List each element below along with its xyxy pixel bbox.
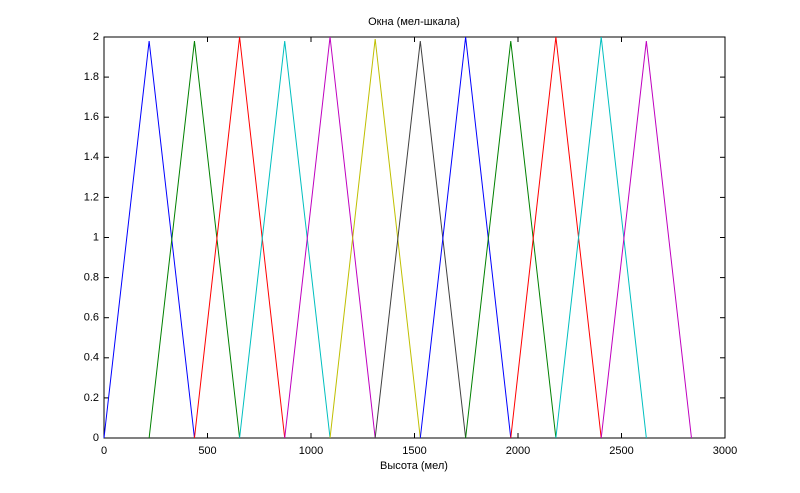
- y-tick-label: 1.2: [84, 191, 99, 203]
- y-tick-label: 0.6: [84, 312, 99, 324]
- x-tick-label: 1500: [402, 445, 426, 457]
- x-tick-label: 0: [101, 445, 107, 457]
- y-tick-label: 2: [93, 31, 99, 43]
- series-line: [329, 38, 421, 439]
- x-tick-label: 2000: [506, 445, 530, 457]
- series-line: [419, 36, 512, 439]
- x-axis-label: Высота (мел): [380, 460, 448, 472]
- series-line: [600, 40, 692, 439]
- y-tick-label: 0.4: [84, 352, 99, 364]
- x-tick-label: 1000: [299, 445, 323, 457]
- series-line: [555, 36, 647, 439]
- y-tick-label: 1: [93, 231, 99, 243]
- chart-title: Окна (мел-шкала): [368, 16, 460, 28]
- series-line: [103, 40, 195, 439]
- y-tick-label: 0: [93, 432, 99, 444]
- series-line: [284, 36, 376, 439]
- x-tick-label: 2500: [609, 445, 633, 457]
- series-line: [465, 40, 557, 439]
- series-line: [510, 36, 602, 439]
- x-tick-label: 3000: [713, 445, 737, 457]
- y-tick-label: 1.8: [84, 71, 99, 83]
- y-tick-label: 1.6: [84, 111, 99, 123]
- y-tick-label: 0.8: [84, 272, 99, 284]
- y-tick-label: 1.4: [84, 151, 99, 163]
- x-tick-label: 500: [198, 445, 216, 457]
- y-tick-label: 0.2: [84, 392, 99, 404]
- plot-area: [103, 36, 726, 439]
- series-line: [148, 40, 241, 439]
- series-line: [374, 40, 467, 439]
- series-line: [193, 36, 286, 439]
- series-line: [239, 40, 331, 439]
